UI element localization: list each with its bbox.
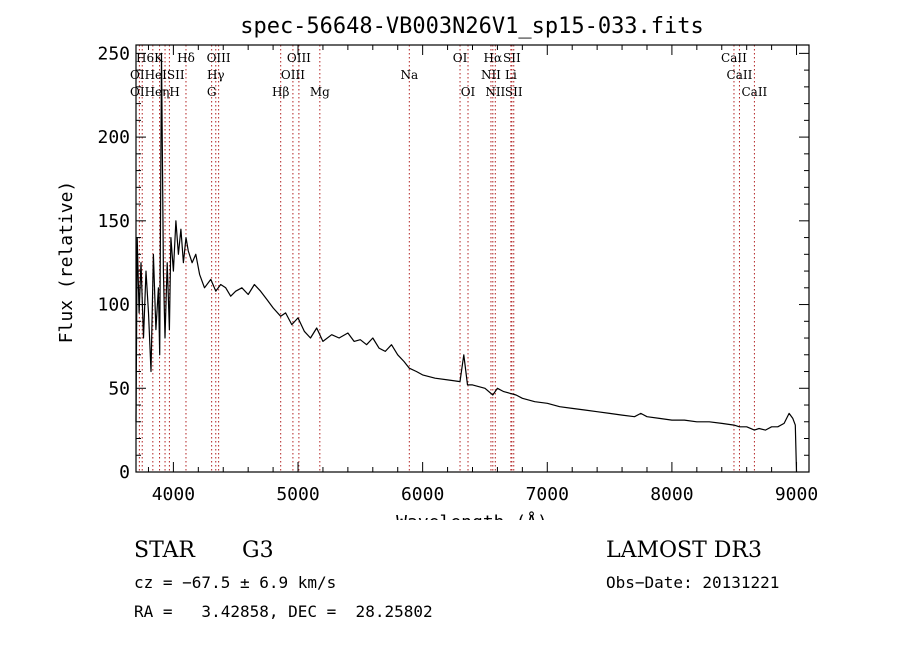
plot-frame [135,44,810,473]
y-axis-label: Flux (relative) [56,181,77,344]
spectral-line-label: CaII [727,68,753,82]
spectral-line-label: Hβ [272,85,289,99]
x-tick-label: 7000 [526,484,569,505]
crowded-line-label: OIHeηH [130,85,180,99]
y-axis: 0 50 100 150 200 250 [97,43,809,483]
y-tick-label: 150 [97,211,130,232]
spectral-line-label: OI [453,51,468,65]
y-tick-label: 50 [108,378,130,399]
x-tick-label: 5000 [276,484,319,505]
x-tick-label: 9000 [775,484,818,505]
spectral-line-label: OI [461,85,476,99]
x-tick-label: 4000 [152,484,195,505]
spectral-line-label: Li [505,68,517,82]
spectral-line-label: CaII [741,85,767,99]
spectral-line-label: SII [505,85,523,99]
spectral-line-label: SII [503,51,521,65]
crowded-line-label: H6K [136,51,164,65]
coordinates: RA = 3.42858, DEC = 28.25802 [134,602,433,621]
spectral-line-label: NII [485,85,505,99]
spectral-line-label: CaII [721,51,747,65]
spectral-line-label: Mg [310,85,330,99]
spectral-line-label: OIII [287,51,311,65]
x-tick-label: 8000 [650,484,693,505]
y-tick-label: 200 [97,127,130,148]
spectrum-line [135,52,798,473]
y-tick-label: 0 [119,462,130,483]
spectral-line-labels: HδHγGOIIIHβOIIIOIIIMgNaOIOINIIHαNIISIISI… [130,51,768,99]
spectral-line-label: G [207,85,217,99]
spectral-subclass: G3 [242,538,274,563]
obs-date: Obs−Date: 20131221 [606,573,780,592]
spectrum-chart: spec-56648-VB003N26V1_sp15-033.fits Hδ Hγ… [56,14,818,520]
y-tick-label: 250 [97,43,130,64]
chart-title: spec-56648-VB003N26V1_sp15-033.fits [240,14,704,39]
object-type: STAR [134,538,195,563]
spectral-line-label: OIII [281,68,305,82]
spectral-line-label: Na [400,68,418,82]
x-axis-label: Wavelength (Å) [396,511,548,520]
spectral-line-label: Hγ [207,68,225,82]
redshift: cz = −67.5 ± 6.9 km/s [134,573,337,592]
x-tick-label: 6000 [401,484,444,505]
spectral-line-label: OIII [207,51,231,65]
spectral-line-label: Hδ [177,51,195,65]
x-axis: 4000 5000 6000 7000 8000 9000 [147,45,818,505]
spectral-line-label: NII [481,68,501,82]
survey-name: LAMOST DR3 [606,538,762,563]
crowded-line-label: OIHeISII [130,68,185,82]
y-tick-label: 100 [97,295,130,316]
spectral-line-label: Hα [484,51,503,65]
spectral-line-markers [138,45,755,472]
